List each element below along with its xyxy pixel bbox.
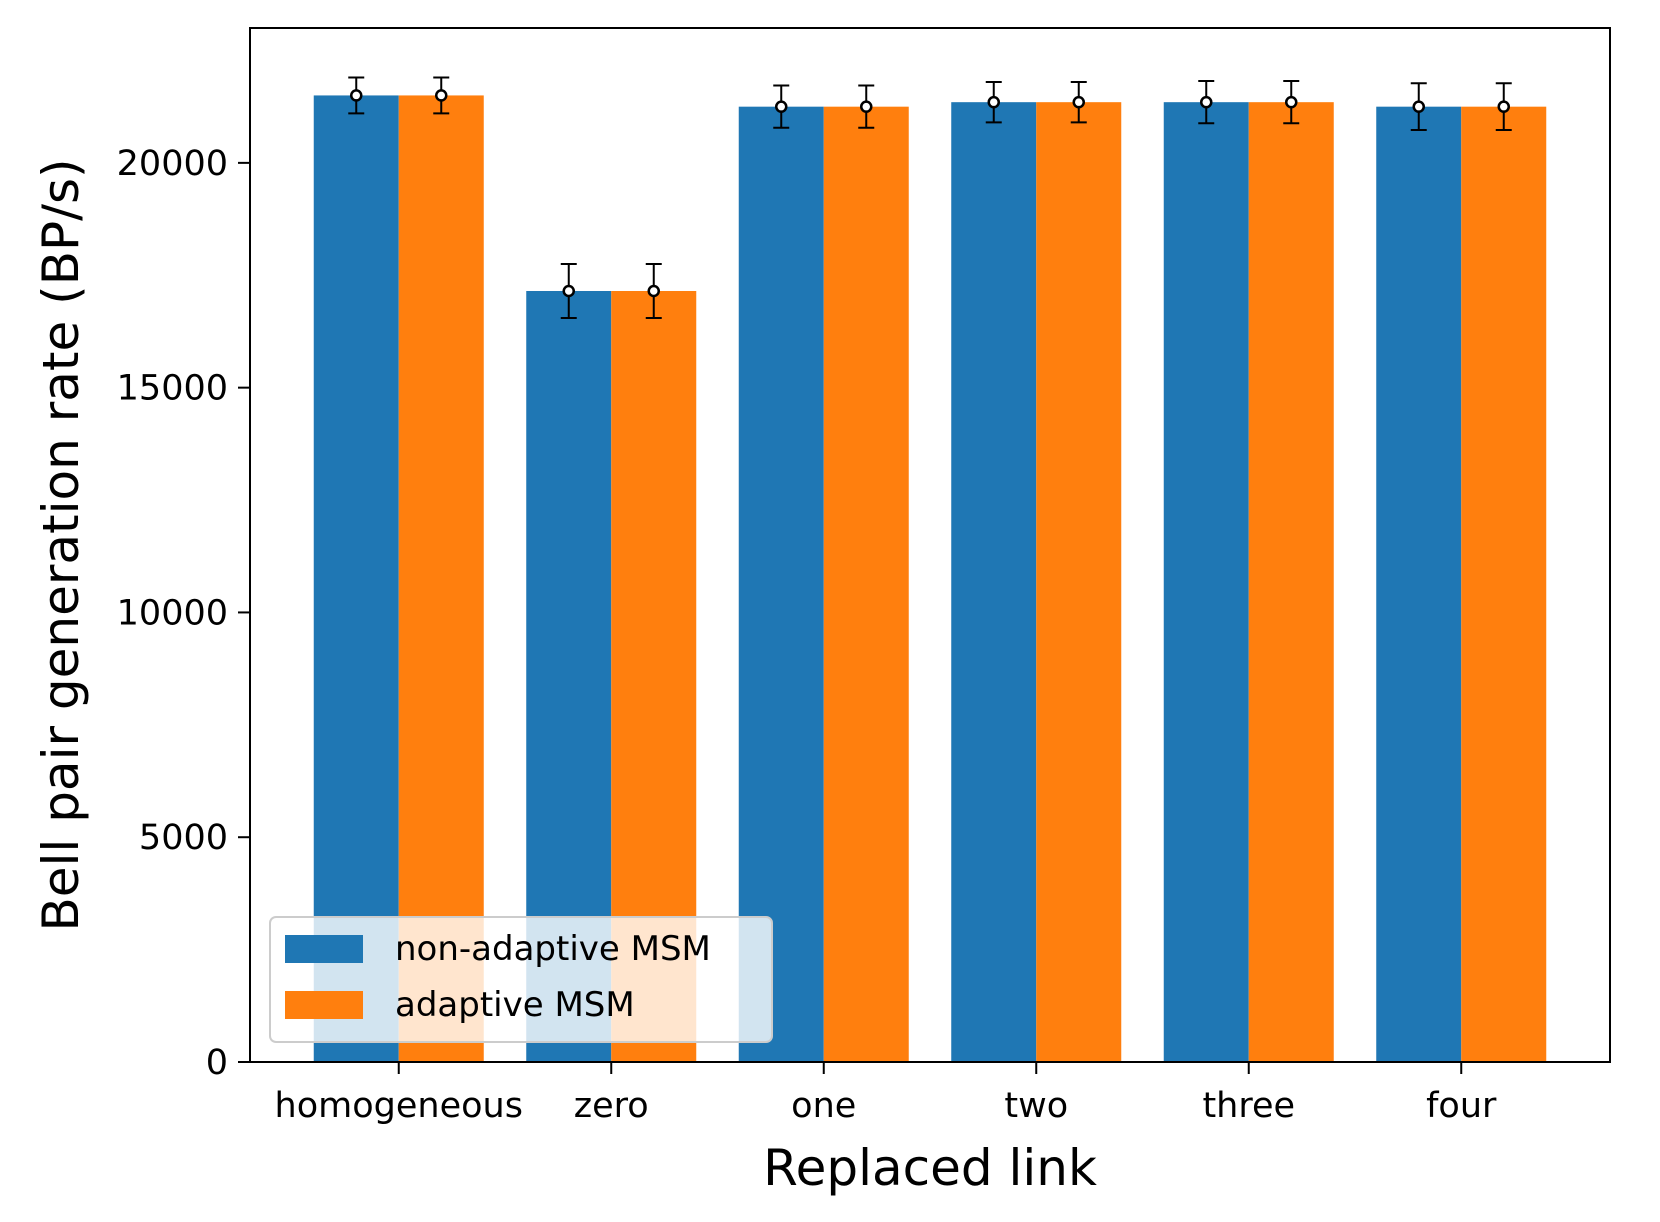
x-tick-label-two: two	[1004, 1086, 1068, 1126]
bar-adaptive-msm-three	[1248, 102, 1334, 1062]
error-bars-layer	[348, 76, 1512, 319]
x-tick-label-homogeneous: homogeneous	[275, 1086, 523, 1126]
y-tick-label: 5000	[139, 818, 228, 858]
mean-marker	[860, 100, 873, 113]
x-tick-label-four: four	[1426, 1086, 1497, 1126]
y-tick-label: 0	[206, 1043, 228, 1083]
mean-marker	[1412, 100, 1425, 113]
legend-box	[269, 916, 773, 1043]
x-tick-label-three: three	[1202, 1086, 1295, 1126]
mean-marker	[1200, 95, 1213, 109]
x-axis-label: Replaced link	[763, 1139, 1097, 1197]
bar-non-adaptive-msm-four	[1376, 106, 1462, 1063]
mean-marker	[1497, 100, 1510, 113]
mean-marker	[647, 284, 660, 298]
x-axis: homogeneous zero one two three four	[275, 1062, 1497, 1126]
x-tick-label-one: one	[791, 1086, 856, 1126]
y-tick-label: 20000	[117, 144, 228, 184]
bar-adaptive-msm-four	[1461, 106, 1547, 1063]
mean-marker	[350, 89, 363, 102]
legend-swatch-1	[285, 935, 363, 963]
mean-marker	[435, 89, 448, 102]
mean-marker	[775, 100, 788, 113]
x-tick-label-zero: zero	[574, 1086, 649, 1126]
legend-label-1: non-adaptive MSM	[395, 929, 711, 969]
legend-swatch-2	[285, 991, 363, 1019]
bar-adaptive-msm-homogeneous	[398, 95, 484, 1062]
bar-adaptive-msm-one	[823, 106, 909, 1063]
mean-marker	[562, 284, 575, 298]
y-tick-label: 10000	[117, 593, 228, 633]
bar-non-adaptive-msm-three	[1163, 102, 1249, 1062]
bar-non-adaptive-msm-homogeneous	[313, 95, 399, 1062]
bar-adaptive-msm-two	[1036, 102, 1122, 1062]
mean-marker	[1072, 95, 1085, 109]
y-axis: 0 5000 10000 15000 20000	[117, 144, 250, 1083]
bar-non-adaptive-msm-two	[951, 102, 1037, 1062]
mean-marker	[1285, 95, 1298, 109]
mean-marker	[987, 95, 1000, 109]
bar-non-adaptive-msm-one	[738, 106, 824, 1063]
plot-frame	[249, 27, 1611, 1063]
y-tick-label: 15000	[117, 369, 228, 409]
legend: non-adaptive MSM adaptive MSM	[269, 916, 773, 1043]
y-axis-label: Bell pair generation rate (BP/s)	[32, 158, 90, 931]
legend-label-2: adaptive MSM	[395, 985, 635, 1025]
